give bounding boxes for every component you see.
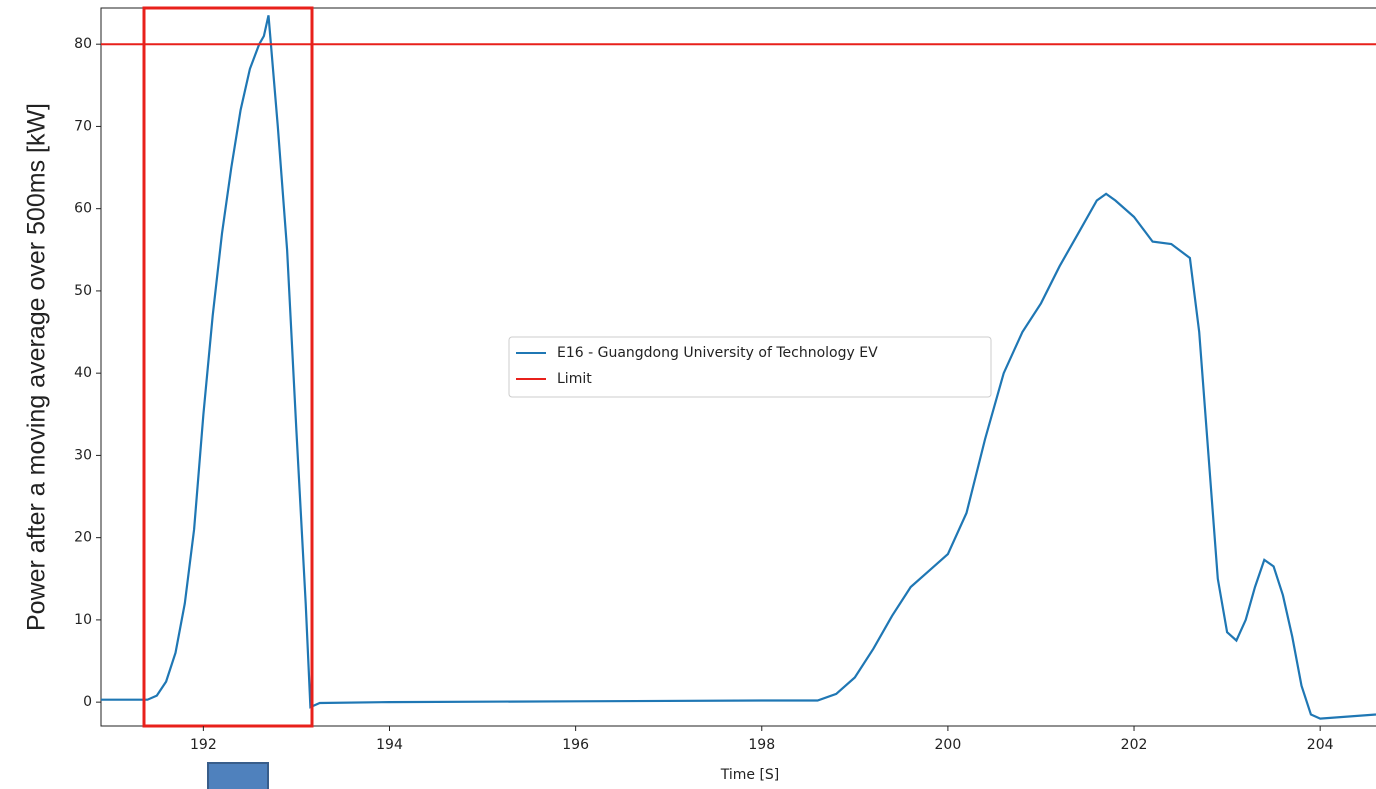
y-axis-label: Power after a moving average over 500ms … bbox=[23, 103, 51, 631]
highlight-box bbox=[142, 6, 314, 728]
legend-label: E16 - Guangdong University of Technology… bbox=[557, 345, 878, 361]
marker-shape bbox=[207, 762, 269, 789]
y-tick-label: 70 bbox=[74, 118, 92, 134]
y-tick-label: 10 bbox=[74, 612, 92, 628]
x-tick-label: 202 bbox=[1121, 737, 1148, 753]
x-axis-label: Time [S] bbox=[720, 767, 780, 783]
y-tick-label: 80 bbox=[74, 36, 92, 52]
x-tick-label: 198 bbox=[748, 737, 775, 753]
y-tick-label: 20 bbox=[74, 530, 92, 546]
legend-label: Limit bbox=[557, 371, 592, 387]
y-tick-label: 40 bbox=[74, 365, 92, 381]
x-tick-label: 194 bbox=[376, 737, 403, 753]
x-tick-label: 196 bbox=[562, 737, 589, 753]
series-line bbox=[101, 15, 1376, 720]
x-tick-label: 204 bbox=[1307, 737, 1334, 753]
legend: E16 - Guangdong University of Technology… bbox=[508, 336, 992, 398]
x-tick-label: 192 bbox=[190, 737, 217, 753]
legend-box bbox=[508, 336, 992, 398]
y-tick-label: 0 bbox=[83, 694, 92, 710]
y-tick-label: 50 bbox=[74, 283, 92, 299]
plot-frame bbox=[100, 7, 1376, 727]
x-tick-label: 200 bbox=[935, 737, 962, 753]
y-tick-label: 30 bbox=[74, 447, 92, 463]
y-tick-label: 60 bbox=[74, 201, 92, 217]
